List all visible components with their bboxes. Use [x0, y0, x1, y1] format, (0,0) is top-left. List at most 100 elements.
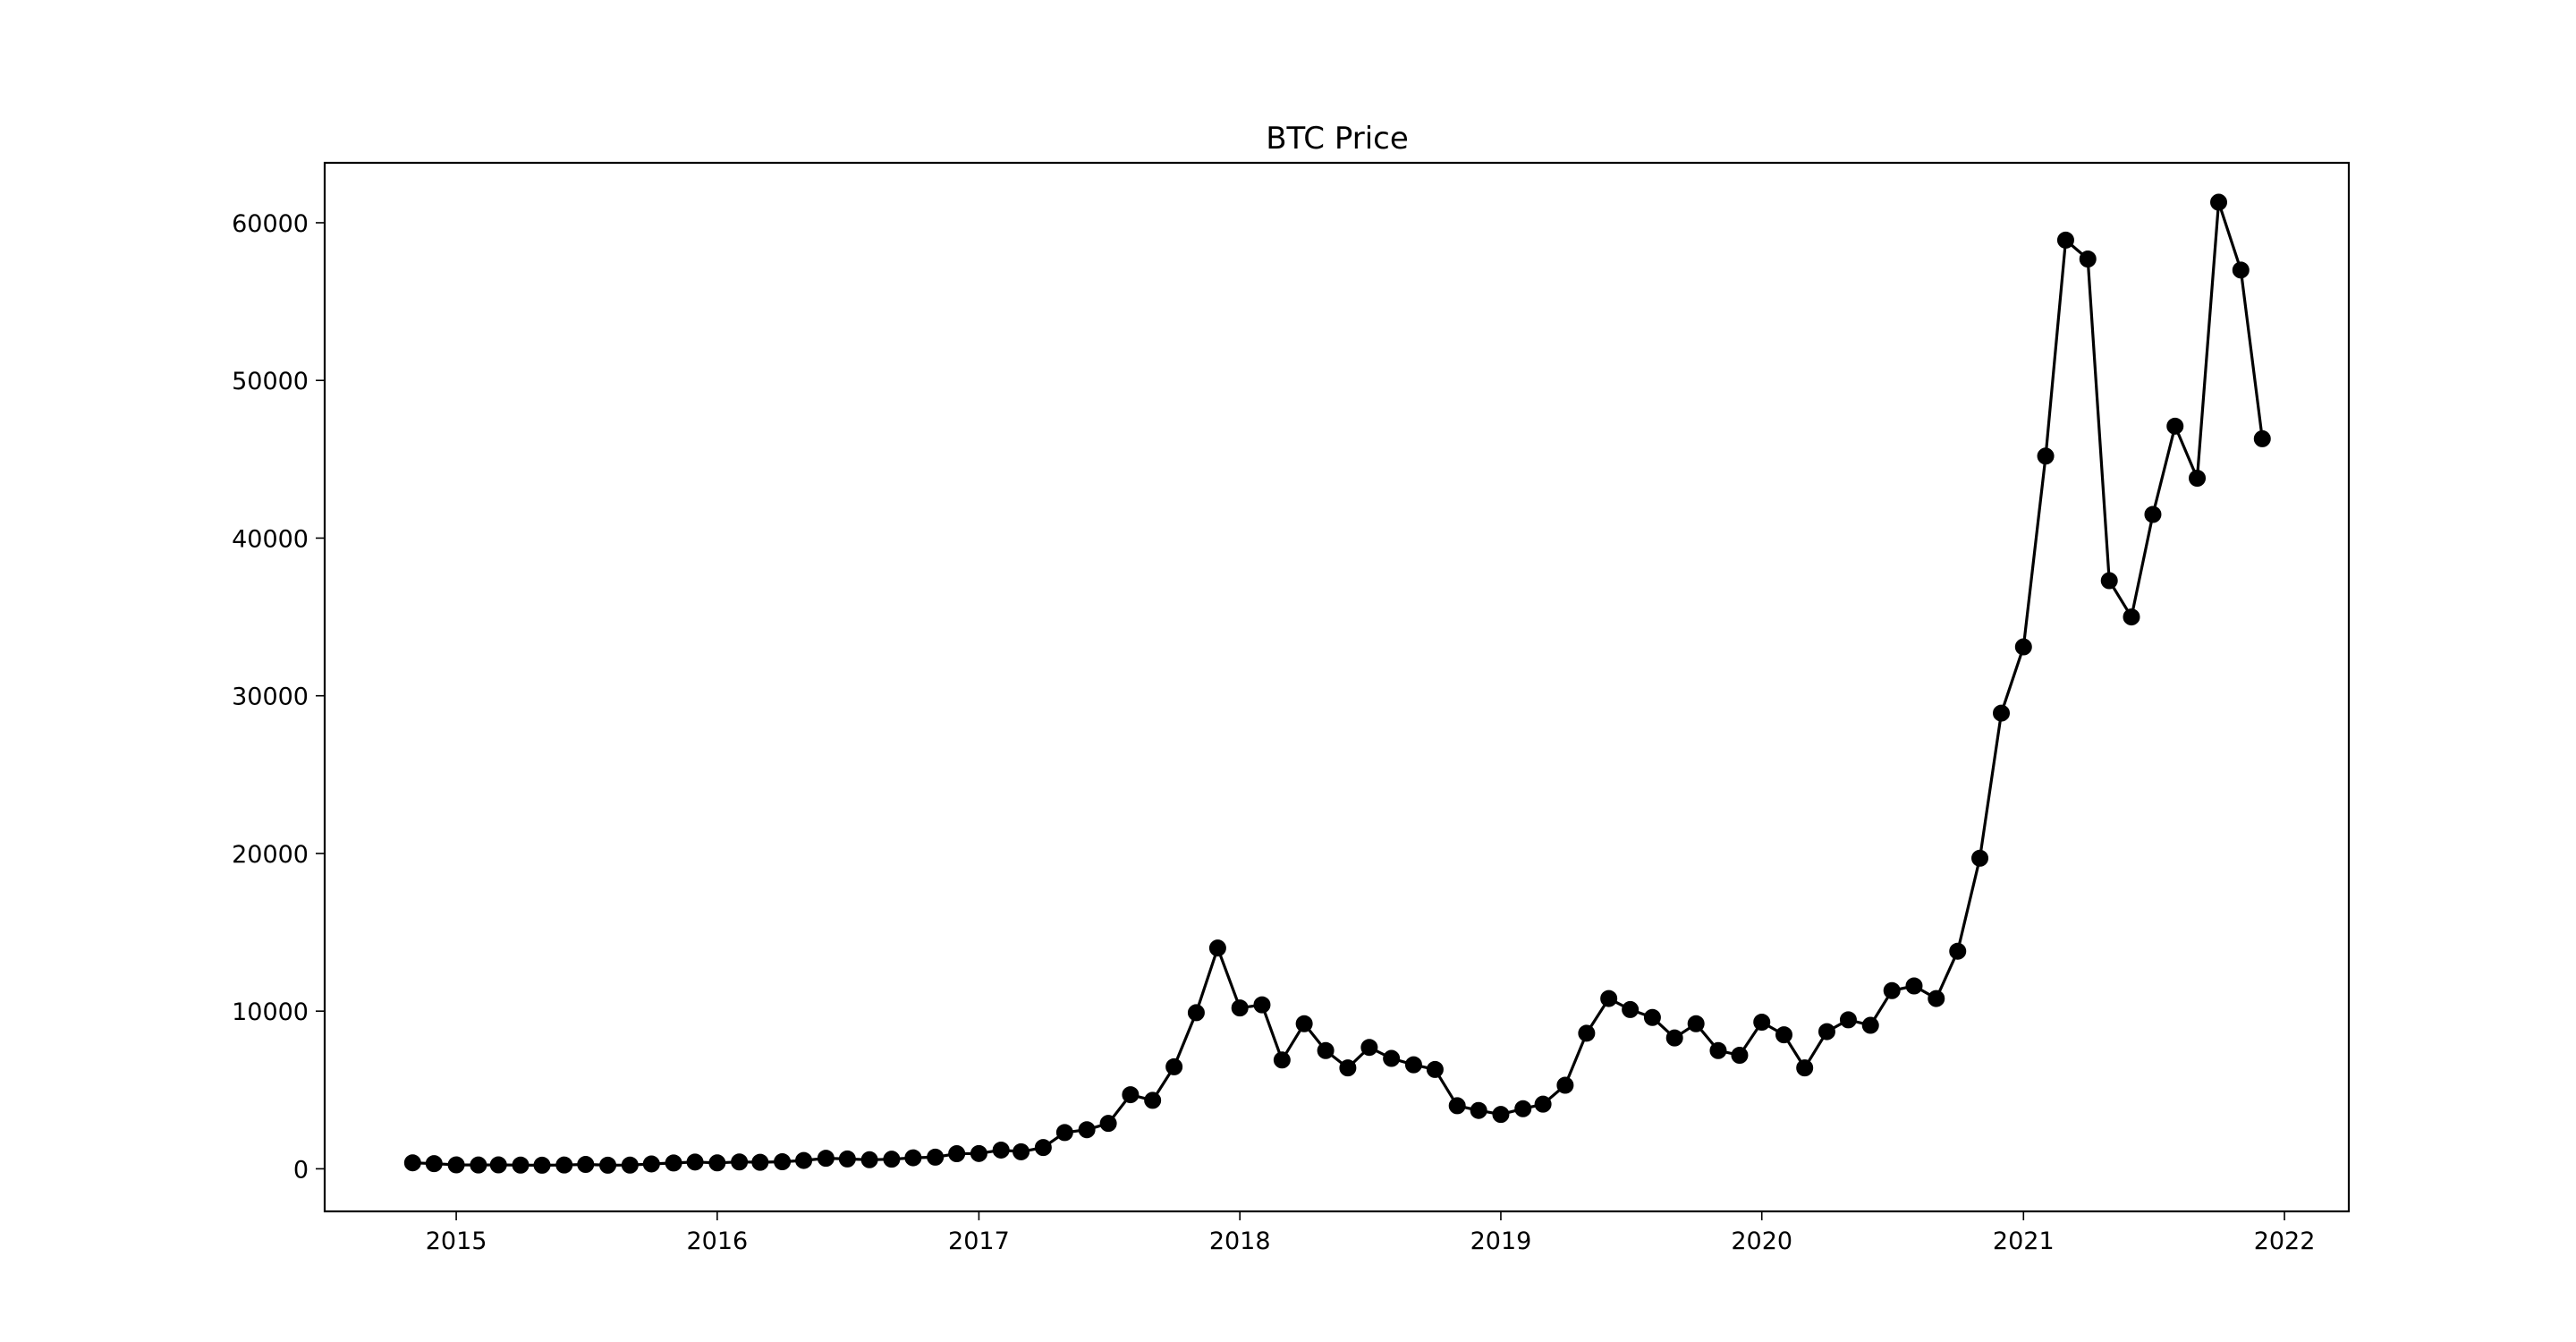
- data-point: [555, 1156, 573, 1174]
- data-point: [2166, 417, 2184, 435]
- data-point: [642, 1155, 660, 1173]
- data-point: [599, 1156, 617, 1174]
- data-point: [1317, 1041, 1335, 1059]
- data-point: [1839, 1011, 1857, 1029]
- x-tick-label: 2019: [1470, 1227, 1532, 1255]
- data-point: [1993, 704, 2011, 722]
- data-point: [489, 1156, 507, 1174]
- data-point: [751, 1153, 769, 1171]
- data-point: [1905, 977, 1923, 995]
- data-point: [1492, 1106, 1510, 1124]
- y-tick-label: 60000: [232, 210, 309, 238]
- data-point: [686, 1153, 704, 1171]
- data-point: [2210, 193, 2228, 211]
- y-tick-label: 10000: [232, 998, 309, 1026]
- data-point: [1122, 1086, 1140, 1104]
- data-point: [992, 1141, 1010, 1159]
- data-point: [403, 1154, 421, 1172]
- data-point: [2253, 429, 2271, 447]
- data-point: [1231, 999, 1249, 1017]
- data-point: [425, 1155, 443, 1173]
- data-point: [883, 1151, 901, 1168]
- data-point: [1665, 1029, 1683, 1047]
- data-point: [1404, 1056, 1422, 1074]
- data-point: [948, 1144, 966, 1162]
- data-point: [2144, 505, 2162, 523]
- data-point: [970, 1144, 987, 1162]
- data-point: [1055, 1124, 1073, 1142]
- data-point: [1383, 1049, 1401, 1067]
- data-point: [1208, 939, 1226, 957]
- data-point: [2079, 251, 2097, 268]
- data-point: [2037, 447, 2055, 465]
- data-point: [1578, 1024, 1596, 1042]
- data-point: [2056, 231, 2074, 249]
- data-point: [927, 1148, 945, 1166]
- data-point: [708, 1154, 726, 1172]
- data-point: [512, 1156, 530, 1174]
- axes-frame: [323, 161, 2351, 1213]
- data-point: [665, 1154, 682, 1172]
- y-tick-label: 40000: [232, 525, 309, 553]
- data-point: [1753, 1014, 1771, 1032]
- data-point: [817, 1150, 835, 1168]
- data-point: [1600, 990, 1618, 1007]
- data-point: [1144, 1091, 1162, 1109]
- data-point: [1818, 1023, 1835, 1040]
- x-axis: 2015 2016 2017 2018 2019 2020 2021 2022: [426, 1211, 2316, 1255]
- data-point: [1709, 1041, 1727, 1059]
- data-point: [447, 1156, 465, 1174]
- x-tick-label: 2016: [686, 1227, 748, 1255]
- data-point: [1013, 1142, 1030, 1160]
- data-point: [1622, 1000, 1640, 1018]
- data-point: [1731, 1047, 1749, 1065]
- data-point: [1360, 1039, 1378, 1057]
- y-tick-label: 50000: [232, 368, 309, 395]
- data-point: [1775, 1026, 1793, 1044]
- data-point: [1514, 1100, 1532, 1117]
- x-tick-label: 2022: [2254, 1227, 2316, 1255]
- data-point: [470, 1156, 487, 1174]
- y-tick-label: 20000: [232, 841, 309, 869]
- data-point: [1796, 1059, 1814, 1077]
- data-point: [1556, 1076, 1574, 1094]
- data-point: [2189, 469, 2207, 487]
- y-tick-label: 30000: [232, 684, 309, 711]
- data-point: [1448, 1097, 1466, 1115]
- x-tick-label: 2020: [1731, 1227, 1792, 1255]
- x-tick-label: 2015: [426, 1227, 487, 1255]
- plot-area: [403, 193, 2271, 1174]
- data-point: [1861, 1016, 1879, 1034]
- data-point: [1928, 990, 1945, 1007]
- data-point: [1078, 1121, 1096, 1139]
- data-point: [860, 1151, 878, 1168]
- data-point: [904, 1149, 922, 1167]
- data-point: [1426, 1060, 1444, 1078]
- data-point: [577, 1155, 595, 1173]
- data-point: [2100, 572, 2118, 590]
- data-point: [795, 1151, 813, 1169]
- data-point: [1034, 1139, 1052, 1157]
- x-tick-label: 2018: [1209, 1227, 1271, 1255]
- x-tick-label: 2017: [948, 1227, 1010, 1255]
- data-point: [1273, 1051, 1291, 1069]
- data-point: [1470, 1101, 1487, 1119]
- data-point: [774, 1152, 792, 1170]
- data-point: [1534, 1095, 1552, 1113]
- data-point: [1643, 1008, 1661, 1026]
- data-point: [533, 1156, 551, 1174]
- data-point: [1295, 1015, 1313, 1032]
- data-point: [1883, 981, 1901, 999]
- data-point: [1253, 996, 1271, 1014]
- data-point: [731, 1153, 749, 1171]
- data-point: [1187, 1004, 1205, 1022]
- data-point: [621, 1156, 639, 1174]
- y-tick-label: 0: [293, 1156, 309, 1184]
- data-point: [1687, 1015, 1705, 1032]
- data-point: [1339, 1059, 1357, 1077]
- y-axis: 0 10000 20000 30000 40000 50000 60000: [232, 210, 325, 1184]
- data-point: [2232, 261, 2250, 279]
- data-point: [1949, 942, 1967, 960]
